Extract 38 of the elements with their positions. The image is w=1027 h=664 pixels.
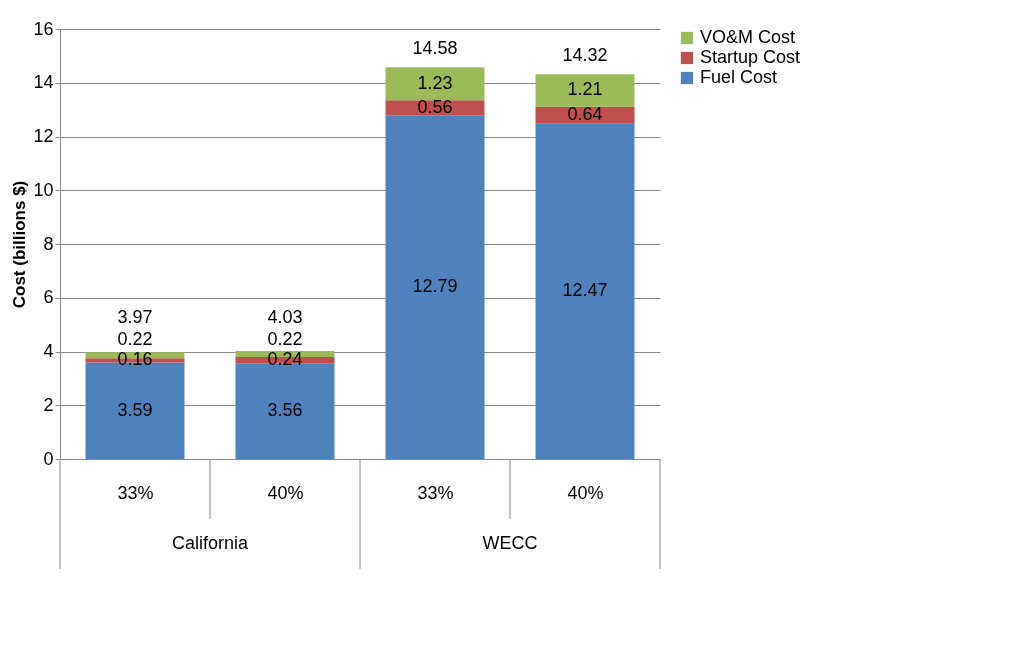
y-tick-label: 16	[33, 18, 54, 39]
data-label: 1.23	[417, 72, 453, 93]
bar	[535, 74, 635, 107]
data-label: 0.64	[567, 104, 603, 125]
data-label: 0.22	[267, 329, 303, 350]
y-tick-label: 0	[43, 448, 54, 469]
y-axis-title: Cost (billions $)	[10, 180, 30, 309]
y-tick-label: 12	[33, 126, 54, 146]
data-label: 3.56	[267, 400, 303, 421]
y-tick-label: 4	[43, 341, 54, 361]
data-label: 0.22	[117, 329, 153, 350]
data-label: 12.47	[562, 280, 608, 301]
y-tick-label: 14	[33, 72, 54, 93]
y-tick-label: 10	[33, 179, 54, 200]
total-label: 14.32	[562, 45, 608, 66]
data-label: 0.56	[417, 96, 453, 117]
total-label: 4.03	[267, 307, 303, 328]
x-tick-label: 33%	[117, 482, 154, 503]
bar	[385, 67, 485, 101]
legend-label: VO&M Cost	[700, 27, 796, 47]
total-label: 3.97	[117, 307, 153, 328]
text: California	[171, 533, 249, 553]
y-tick-label: 8	[43, 233, 54, 254]
x-tick-label: 40%	[267, 482, 304, 503]
bar	[535, 123, 635, 459]
y-tick-label: 6	[43, 287, 54, 308]
data-label: 1.21	[567, 79, 603, 100]
total-label: 14.58	[412, 38, 458, 59]
bar	[385, 115, 485, 459]
x-tick-label: 40%	[567, 482, 604, 503]
x-tick-label: 33%	[417, 482, 454, 503]
y-tick-label: 2	[43, 394, 54, 415]
bar	[235, 363, 335, 459]
data-label: 3.59	[117, 399, 153, 420]
legend-label: Fuel Cost	[700, 67, 778, 87]
legend-label: Startup Cost	[700, 47, 801, 67]
text: WECC	[482, 533, 538, 553]
data-label: 12.79	[412, 276, 458, 297]
